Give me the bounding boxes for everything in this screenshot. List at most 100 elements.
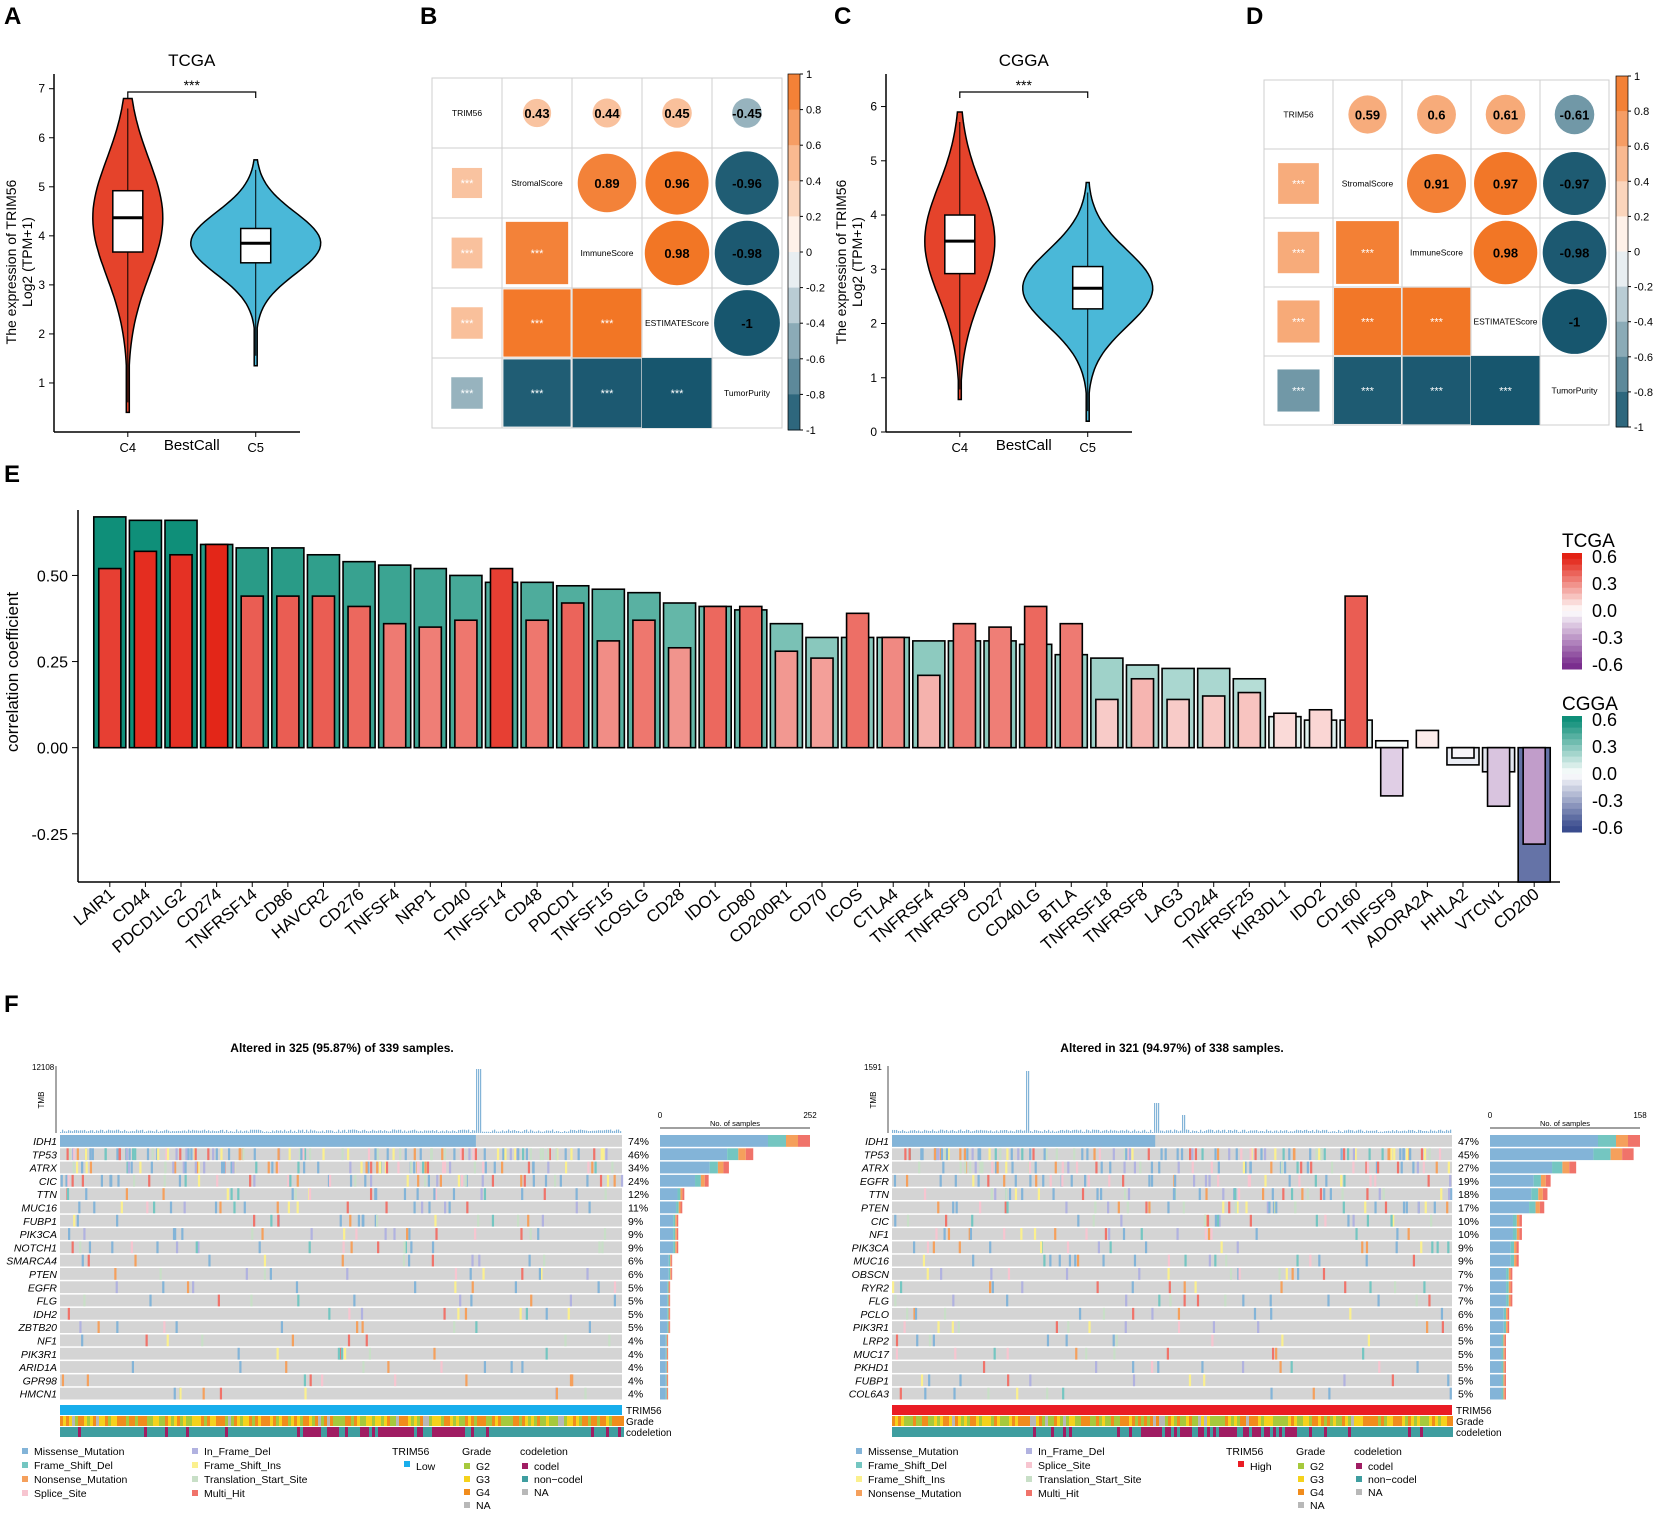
mutation-mark xyxy=(1068,1254,1072,1267)
tmb-bar xyxy=(80,1130,82,1133)
mutation-mark xyxy=(988,1148,991,1161)
side-bar-missense xyxy=(660,1321,668,1333)
track-codel-cell xyxy=(1324,1427,1327,1437)
tmb-bar xyxy=(114,1130,116,1133)
tmb-bar xyxy=(532,1130,534,1133)
tmb-bar xyxy=(540,1131,542,1133)
track-grade-cell xyxy=(441,1416,444,1426)
track-codel-cell xyxy=(1417,1427,1420,1437)
mutation-mark xyxy=(190,1148,193,1161)
track-grade-cell xyxy=(273,1416,276,1426)
track-grade-cell xyxy=(363,1416,366,1426)
mutation-mark xyxy=(337,1347,341,1360)
corr-significance: *** xyxy=(1361,317,1375,329)
mutation-mark xyxy=(1396,1161,1400,1174)
track-codel-cell xyxy=(1051,1427,1054,1437)
track-grade-cell xyxy=(96,1416,99,1426)
tmb-bar xyxy=(548,1130,550,1133)
mutation-mark xyxy=(378,1161,382,1174)
mutation-mark xyxy=(545,1307,548,1320)
track-grade-cell xyxy=(432,1416,435,1426)
mutation-mark xyxy=(81,1254,84,1267)
tmb-bar xyxy=(1054,1131,1056,1133)
legend-swatch xyxy=(1026,1448,1032,1454)
track-grade-cell xyxy=(979,1416,982,1426)
mutation-mark xyxy=(1087,1174,1090,1187)
tmb-bar xyxy=(1326,1129,1328,1133)
track-grade-cell xyxy=(219,1416,222,1426)
mutation-mark xyxy=(1330,1161,1334,1174)
mutation-mark xyxy=(527,1161,531,1174)
mutation-mark xyxy=(460,1174,464,1187)
track-grade-cell xyxy=(354,1416,357,1426)
side-bar-multihit xyxy=(1507,1321,1510,1333)
mutation-mark xyxy=(220,1148,223,1161)
side-bar-missense xyxy=(660,1228,674,1240)
track-grade-cell xyxy=(910,1416,913,1426)
side-bar-multihit xyxy=(1504,1374,1506,1387)
tmb-bar xyxy=(420,1130,422,1133)
track-codel-cell xyxy=(1414,1427,1417,1437)
side-bar-multihit xyxy=(669,1307,671,1320)
colorbar-segment xyxy=(1616,146,1628,182)
mutation-mark xyxy=(317,1161,320,1174)
track-codel-cell xyxy=(579,1427,582,1437)
mutation-mark xyxy=(179,1148,182,1161)
mutation-mark xyxy=(81,1174,84,1187)
gene-percent: 6% xyxy=(628,1269,643,1281)
tmb-bar xyxy=(1002,1130,1004,1133)
mutation-mark xyxy=(436,1174,439,1187)
legend-gradient-segment xyxy=(1562,785,1582,792)
mutation-mark xyxy=(1148,1174,1151,1187)
mutation-mark xyxy=(1176,1228,1179,1240)
mutation-mark xyxy=(1428,1148,1431,1161)
mutation-mark xyxy=(926,1241,930,1254)
tmb-bar xyxy=(502,1130,504,1133)
bar-tcga-lair1 xyxy=(97,567,122,749)
legend-swatch xyxy=(522,1463,528,1469)
mutation-mark xyxy=(972,1174,975,1187)
tmb-bar xyxy=(476,1069,478,1133)
track-codel-cell xyxy=(366,1427,369,1437)
legend-label: Nonsense_Mutation xyxy=(34,1474,128,1486)
track-codel-cell xyxy=(1336,1427,1339,1437)
mutation-mark xyxy=(514,1281,517,1294)
tmb-bar xyxy=(1398,1131,1400,1133)
side-bar-missense xyxy=(1490,1268,1507,1280)
tmb-bar xyxy=(286,1131,288,1133)
corr-circle xyxy=(645,151,709,215)
track-grade-cell xyxy=(1102,1416,1105,1426)
mutation-mark xyxy=(1282,1188,1285,1200)
mutation-mark xyxy=(232,1161,235,1174)
tmb-bar xyxy=(1074,1129,1076,1133)
tmb-bar xyxy=(190,1130,192,1133)
mutation-mark xyxy=(1249,1214,1252,1227)
track-codel-cell xyxy=(1234,1427,1237,1437)
track-codel-cell xyxy=(1393,1427,1396,1437)
track-grade-cell xyxy=(87,1416,90,1426)
mutation-mark xyxy=(1102,1254,1105,1267)
track-grade-cell xyxy=(315,1416,318,1426)
mutation-mark xyxy=(604,1188,607,1200)
track-codel-cell xyxy=(402,1427,405,1437)
track-codel-cell xyxy=(958,1427,961,1437)
track-codel-cell xyxy=(165,1427,168,1437)
gene-percent: 9% xyxy=(628,1242,643,1254)
legend-gradient-segment xyxy=(1562,797,1582,804)
track-codel-cell xyxy=(201,1427,204,1437)
tmb-bar xyxy=(96,1130,98,1133)
mutation-mark xyxy=(72,1161,75,1174)
mutation-mark xyxy=(340,1347,344,1360)
mutation-mark xyxy=(347,1334,351,1347)
corr-value: -0.97 xyxy=(1560,177,1590,192)
mutation-mark xyxy=(591,1161,594,1174)
track-grade-cell xyxy=(489,1416,492,1426)
side-bar-missense xyxy=(1490,1174,1534,1187)
tmb-bar xyxy=(402,1131,404,1133)
track-grade-cell xyxy=(1282,1416,1285,1426)
mutation-mark xyxy=(100,1174,104,1187)
mutation-mark xyxy=(569,1294,572,1307)
corr-value: 0.91 xyxy=(1424,177,1449,192)
tmb-bar xyxy=(198,1130,200,1133)
tmb-bar xyxy=(102,1129,104,1133)
